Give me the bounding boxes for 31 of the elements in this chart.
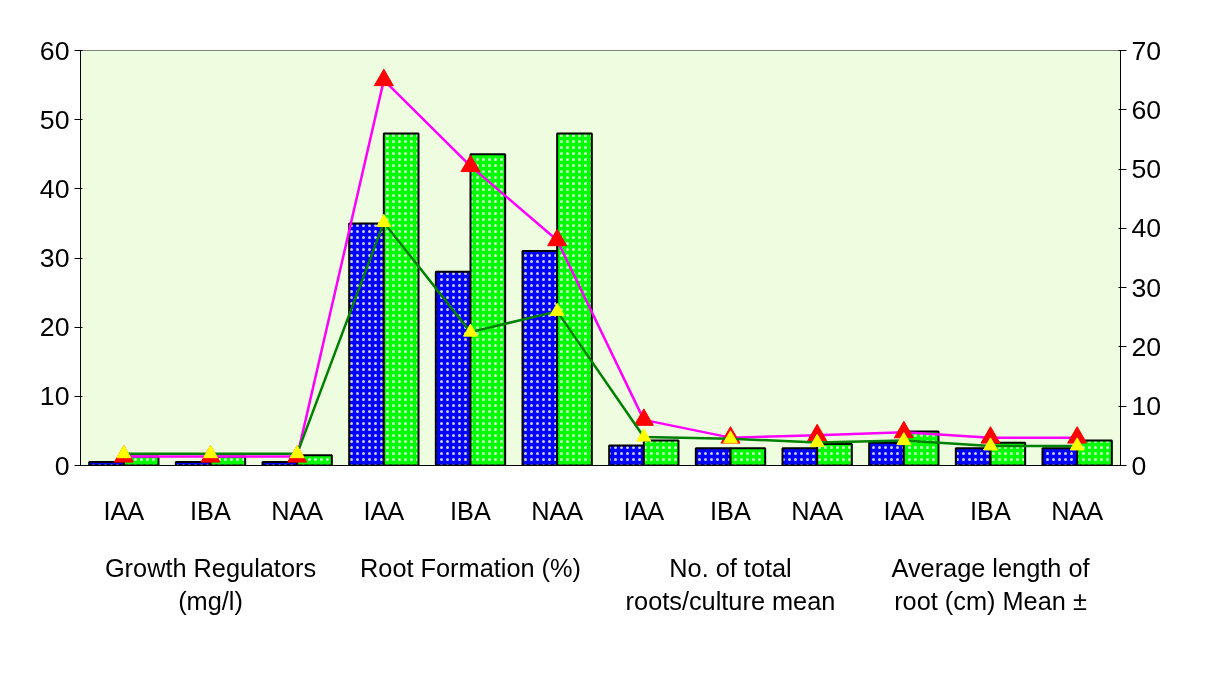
y2-tick-label: 30: [1131, 272, 1162, 303]
y2-tick-label: 40: [1131, 213, 1162, 244]
x-tick-label: IBA: [710, 496, 752, 525]
x-tick-label: NAA: [791, 496, 844, 525]
x-tick-label: IBA: [190, 496, 232, 525]
x-tick-label: NAA: [271, 496, 324, 525]
y-tick-label: 0: [54, 450, 70, 481]
y-tick-label: 30: [39, 243, 70, 273]
y-tick-label: 40: [39, 173, 70, 204]
x-tick-label: IAA: [623, 496, 665, 525]
y2-tick-label: 60: [1131, 94, 1162, 125]
x-tick-label: NAA: [1051, 496, 1104, 525]
y-tick-label: 60: [39, 35, 70, 66]
y-tick-label: 50: [39, 104, 70, 135]
x-tick-label: IAA: [883, 496, 925, 525]
x-tick-label: IBA: [450, 496, 492, 525]
x-tick-label: IBA: [970, 496, 1012, 525]
text: No. of total roots/culture mean: [625, 553, 836, 616]
y2-tick-label: 20: [1131, 331, 1162, 362]
text: Growth Regulators (mg/l): [104, 553, 317, 616]
y2-tick-label: 10: [1131, 391, 1162, 422]
x-tick-label: IAA: [363, 496, 405, 525]
y-tick-label: 20: [39, 312, 70, 343]
x-tick-label: IAA: [103, 496, 145, 525]
text: Average length of root (cm) Mean ±: [891, 553, 1091, 616]
y-tick-label: 10: [39, 381, 70, 412]
y2-tick-label: 0: [1131, 450, 1147, 481]
y2-tick-label: 50: [1131, 154, 1162, 185]
y2-tick-label: 70: [1131, 35, 1162, 66]
x-tick-label: NAA: [531, 496, 584, 525]
text: Root Formation (%): [360, 553, 581, 582]
